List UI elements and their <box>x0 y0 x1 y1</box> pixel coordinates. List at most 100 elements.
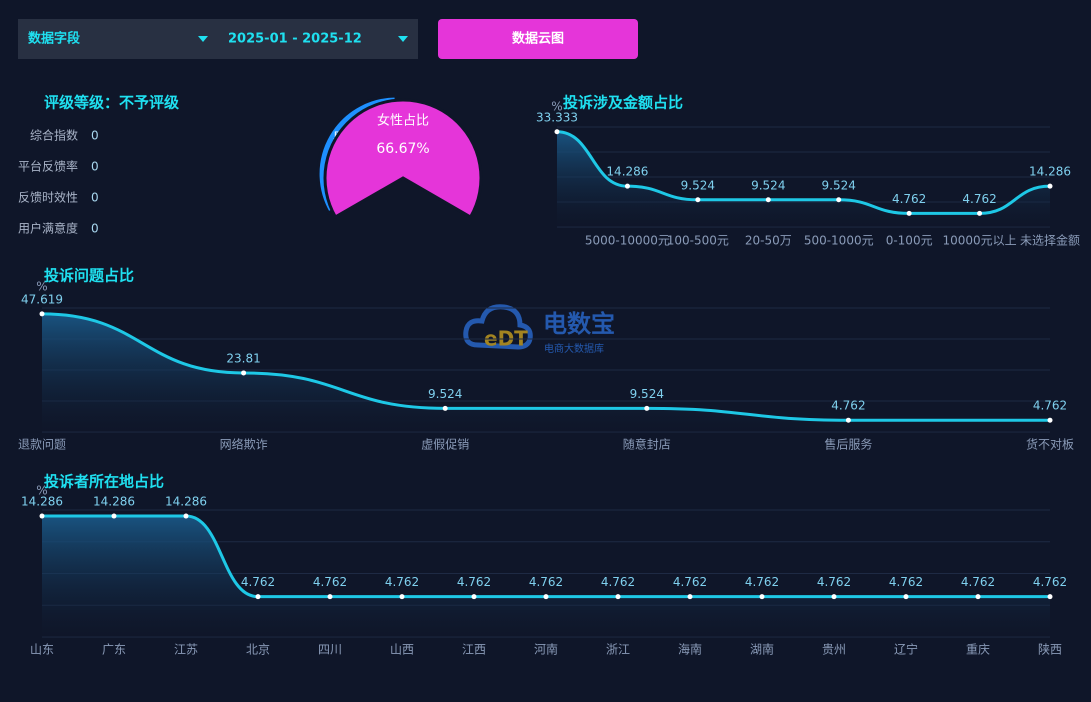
x-tick-label: 重庆 <box>966 643 990 657</box>
chart-title: 投诉涉及金额占比 <box>563 94 683 112</box>
dropdown-arrow <box>198 36 208 42</box>
button-bg <box>438 19 638 59</box>
data-label: 14.286 <box>21 495 63 509</box>
y-axis-unit: % <box>551 100 562 114</box>
field-select-text: 数据字段 <box>28 31 80 47</box>
y-axis-unit: % <box>36 484 47 498</box>
x-tick-label: 北京 <box>246 643 270 657</box>
data-label: 9.524 <box>428 387 462 401</box>
data-label: 23.81 <box>226 351 260 365</box>
data-point <box>39 513 45 519</box>
data-point <box>399 594 405 600</box>
data-point <box>831 594 837 600</box>
x-tick-label: 未选择金额 <box>1020 233 1080 248</box>
data-point <box>241 370 247 376</box>
x-tick-label: 陕西 <box>1038 642 1062 657</box>
line-area <box>557 131 1050 227</box>
x-tick-label: 100-500元 <box>667 234 729 248</box>
data-point <box>759 594 765 600</box>
y-axis-unit: % <box>36 280 47 294</box>
data-label: 4.762 <box>1033 575 1067 589</box>
data-label: 4.762 <box>385 575 419 589</box>
data-label: 4.762 <box>831 399 865 413</box>
watermark-subtitle: 电商大数据库 <box>544 342 604 355</box>
rating-label: 综合指数 <box>30 128 78 143</box>
data-point <box>836 197 842 203</box>
data-point <box>327 594 333 600</box>
chart-title: 投诉者所在地占比 <box>44 473 164 491</box>
x-tick-label: 500-1000元 <box>804 234 874 248</box>
data-label: 9.524 <box>681 178 715 192</box>
data-point <box>554 129 560 135</box>
x-tick-label: 货不对板 <box>1026 437 1074 452</box>
data-point <box>255 594 261 600</box>
rating-label: 反馈时效性 <box>18 190 78 205</box>
dropdown-arrow <box>398 36 408 42</box>
rating-value: 0 <box>91 160 99 174</box>
data-label: 33.333 <box>536 110 578 124</box>
button-text: 数据云图 <box>512 31 564 47</box>
x-tick-label: 辽宁 <box>894 642 918 657</box>
data-point <box>903 594 909 600</box>
line-series <box>42 514 1050 599</box>
pie-slice <box>323 98 483 220</box>
x-tick-label: 山西 <box>390 643 414 657</box>
data-point <box>1047 594 1053 600</box>
data-point <box>624 183 630 189</box>
data-label: 9.524 <box>630 387 664 401</box>
data-label: 4.762 <box>457 575 491 589</box>
x-tick-label: 浙江 <box>606 643 630 657</box>
data-label: 4.762 <box>601 575 635 589</box>
data-label: 4.762 <box>892 192 926 206</box>
x-tick-label: 5000-10000元 <box>585 234 670 248</box>
rating-label: 平台反馈率 <box>18 159 78 174</box>
data-point <box>687 594 693 600</box>
data-point <box>39 311 45 317</box>
data-label: 9.524 <box>751 178 785 192</box>
watermark-name: 电数宝 <box>543 310 615 338</box>
x-tick-label: 湖南 <box>750 642 774 657</box>
x-tick-label: 山东 <box>30 643 54 657</box>
data-label: 47.619 <box>21 292 63 306</box>
rating-value: 0 <box>91 191 99 205</box>
data-label: 14.286 <box>93 495 135 509</box>
data-point <box>975 594 981 600</box>
data-point <box>615 594 621 600</box>
x-tick-label: 广东 <box>102 643 126 657</box>
data-label: 4.762 <box>962 192 996 206</box>
x-tick-label: 江苏 <box>174 643 198 657</box>
data-point <box>183 513 189 519</box>
line-area <box>42 516 1050 637</box>
x-tick-label: 退款问题 <box>18 438 66 452</box>
data-point <box>543 594 549 600</box>
data-label: 4.762 <box>673 575 707 589</box>
data-label: 4.762 <box>313 575 347 589</box>
date-select[interactable]: 2025-01 - 2025-12 <box>228 32 408 47</box>
line-area <box>42 313 1050 432</box>
x-tick-label: 0-100元 <box>886 234 933 248</box>
x-tick-label: 海南 <box>678 642 702 657</box>
data-label: 14.286 <box>606 165 648 179</box>
x-tick-label: 10000元以上 <box>942 234 1016 248</box>
data-label: 4.762 <box>241 575 275 589</box>
data-point <box>111 513 117 519</box>
data-point <box>442 405 448 411</box>
rating-title: 评级等级：不予评级 <box>44 94 180 112</box>
chart-title: 投诉问题占比 <box>44 267 134 285</box>
data-label: 9.524 <box>822 178 856 192</box>
line-series <box>41 312 1050 422</box>
pie-value-label: 66.67% <box>376 141 429 157</box>
rating-value: 0 <box>91 222 99 236</box>
data-label: 4.762 <box>1033 399 1067 413</box>
field-select[interactable]: 数据字段 <box>28 31 208 47</box>
data-label: 4.762 <box>889 575 923 589</box>
filter-bar <box>18 19 418 59</box>
data-point <box>845 417 851 423</box>
data-point <box>906 210 912 216</box>
data-point <box>1047 183 1053 189</box>
cloud-button[interactable]: 数据云图 <box>438 19 638 59</box>
data-label: 4.762 <box>529 575 563 589</box>
data-point <box>1047 417 1053 423</box>
pie-label: 女性占比 <box>377 113 429 129</box>
